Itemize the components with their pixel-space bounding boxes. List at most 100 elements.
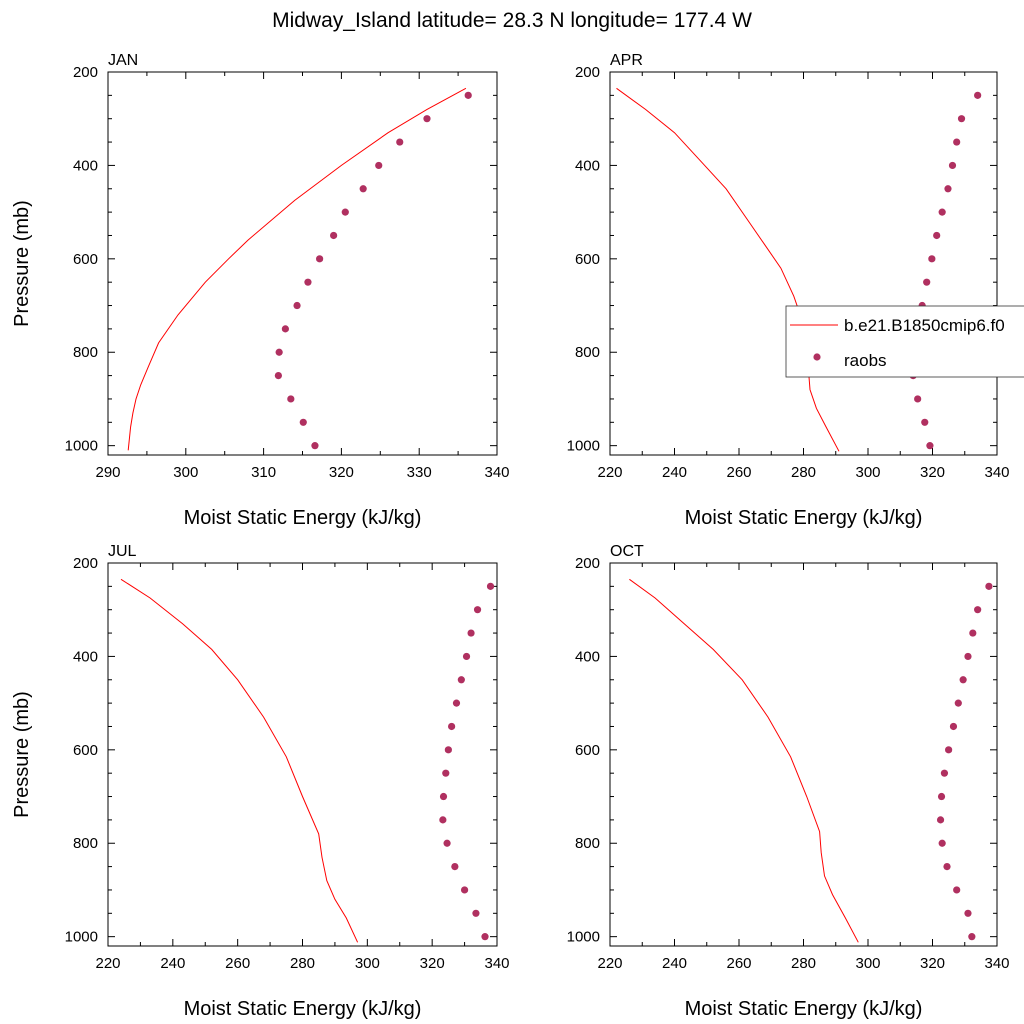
x-axis-label: Moist Static Energy (kJ/kg) [184,507,422,529]
raobs-point [293,301,301,310]
y-axis-label: Pressure (mb) [11,200,33,327]
y-tick-label: 1000 [567,438,600,455]
raobs-point [937,792,946,801]
x-tick-label: 260 [726,955,751,972]
x-tick-label: 280 [791,464,816,481]
raobs-point [921,418,929,426]
x-tick-label: 320 [920,955,945,972]
raobs-point [940,769,949,777]
raobs-point [974,91,982,99]
raobs-point [943,862,951,871]
raobs-point [481,933,489,941]
raobs-point [439,816,447,824]
raobs-point [938,839,946,847]
y-tick-label: 1000 [65,929,98,946]
raobs-point [936,816,945,824]
raobs-point [452,699,461,707]
plot-frame [609,71,998,456]
figure-title: Midway_Island latitude= 28.3 N longitude… [272,9,752,32]
plot-frame [107,562,498,947]
raobs-point [443,839,451,847]
y-tick-label: 800 [73,344,98,361]
raobs-point [949,722,958,731]
x-axis-label: Moist Static Energy (kJ/kg) [685,507,923,529]
panel-label: OCT [610,543,644,560]
model-line [127,87,467,451]
x-tick-label: 220 [597,464,622,481]
raobs-point [460,886,469,894]
y-tick-label: 200 [73,555,98,572]
y-tick-label: 400 [73,157,98,174]
x-tick-label: 220 [597,955,622,972]
x-tick-label: 280 [791,955,816,972]
plot-frame [107,71,498,456]
panels: JAN 290 300 310 320 330 340 Moist Static Energy… [11,52,1010,1020]
y-tick-label: 200 [575,555,600,572]
raobs-point [330,231,338,240]
y-tick-label: 1000 [65,438,98,455]
y-tick-label: 200 [73,64,98,81]
legend: b.e21.B1850cmip6.f0 raobs [785,305,1024,378]
raobs-point [451,862,459,871]
model-line [629,578,859,943]
panel-label: APR [610,52,643,69]
raobs-point [287,395,295,403]
raobs-point [467,629,475,637]
raobs-point [439,792,448,801]
x-tick-label: 340 [484,955,509,972]
raobs-point [464,91,472,99]
x-tick-label: 340 [484,464,509,481]
raobs-point [964,652,972,661]
x-tick-label: 310 [251,464,276,481]
raobs-point [473,606,482,614]
x-tick-label: 320 [329,464,354,481]
raobs-point [316,255,324,263]
raobs-point [299,418,307,426]
raobs-point [933,231,941,240]
raobs-point [945,746,953,754]
raobs-point [442,769,450,777]
raobs-point [444,746,452,754]
raobs-point [964,909,972,917]
raobs-point [959,676,967,684]
x-axis-label: Moist Static Energy (kJ/kg) [685,998,923,1020]
y-tick-label: 400 [575,648,600,665]
y-tick-label: 200 [575,64,600,81]
x-tick-label: 240 [662,464,687,481]
raobs-point [938,208,946,216]
raobs-point [968,933,976,941]
raobs-point [359,185,367,193]
raobs-point [948,161,957,170]
x-tick-label: 300 [355,955,380,972]
raobs-point [341,208,349,216]
legend-label: raobs [844,351,887,370]
raobs-point [423,115,431,123]
y-tick-label: 1000 [567,929,600,946]
raobs-point [396,138,404,146]
x-tick-label: 240 [160,955,185,972]
y-tick-label: 400 [575,157,600,174]
y-tick-label: 600 [575,251,600,268]
raobs-point [969,629,977,637]
raobs-point [275,348,283,356]
panel-label: JAN [108,52,138,69]
x-tick-label: 240 [662,955,687,972]
model-line [616,87,840,452]
raobs-point [928,255,936,263]
y-tick-label: 800 [575,344,600,361]
legend-box [785,305,1024,378]
x-tick-label: 260 [225,955,250,972]
y-tick-label: 600 [575,742,600,759]
y-tick-label: 600 [73,742,98,759]
plot-frame [609,562,998,947]
x-tick-label: 320 [920,464,945,481]
raobs-point [926,442,934,450]
x-tick-label: 320 [420,955,445,972]
raobs-point [486,582,495,590]
raobs-point [914,395,922,403]
x-tick-label: 330 [407,464,432,481]
x-axis-label: Moist Static Energy (kJ/kg) [184,998,422,1020]
panel-jan: JAN 290 300 310 320 330 340 Moist Static Energy… [11,52,510,529]
raobs-point [953,138,961,146]
legend-marker-swatch [813,353,821,361]
